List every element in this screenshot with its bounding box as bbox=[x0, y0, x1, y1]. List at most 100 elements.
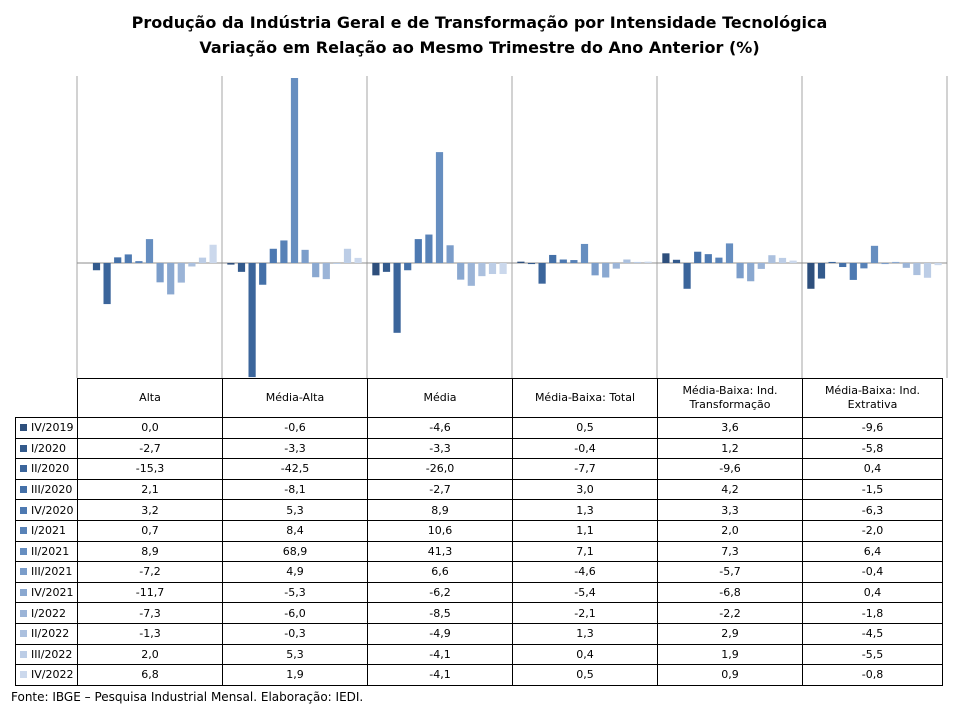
bar bbox=[559, 259, 567, 263]
table-cell: -4,5 bbox=[802, 622, 943, 645]
table-cell: 7,3 bbox=[657, 540, 803, 563]
table-cell: 0,4 bbox=[802, 458, 943, 480]
table-cell: 5,3 bbox=[222, 643, 368, 666]
bar bbox=[817, 263, 826, 279]
row-label-text: II/2021 bbox=[31, 544, 70, 558]
row-label: II/2021 bbox=[15, 540, 78, 563]
bar bbox=[198, 257, 207, 263]
table-cell: 5,3 bbox=[222, 499, 368, 521]
column-header: Média-Baixa: Ind. Extrativa bbox=[802, 378, 943, 418]
table-cell: -5,5 bbox=[802, 643, 943, 666]
bar bbox=[322, 263, 330, 280]
table-cell: -15,3 bbox=[77, 458, 223, 480]
table-cell: -2,0 bbox=[802, 519, 943, 542]
bar bbox=[372, 263, 380, 276]
table-cell: 4,2 bbox=[657, 478, 803, 501]
table-cell: -4,1 bbox=[367, 643, 513, 666]
table-row: IV/2019 0,0 -0,6 -4,6 0,5 3,6 -9,6 bbox=[15, 417, 943, 439]
bar bbox=[602, 263, 610, 278]
bar bbox=[156, 263, 164, 283]
table-cell: -1,5 bbox=[802, 478, 943, 501]
row-label: IV/2020 bbox=[15, 499, 78, 521]
bar bbox=[807, 263, 815, 289]
table-row: I/2020 -2,7 -3,3 -3,3 -0,4 1,2 -5,8 bbox=[15, 437, 943, 460]
legend-key-icon bbox=[20, 486, 27, 494]
row-label: I/2020 bbox=[15, 437, 78, 460]
table-cell: 2,9 bbox=[657, 622, 803, 645]
column-header: Média-Baixa: Ind. Transformação bbox=[657, 378, 803, 418]
bar bbox=[747, 263, 755, 282]
table-cell: -6,3 bbox=[802, 499, 943, 521]
table-cell: 0,0 bbox=[77, 417, 223, 439]
row-label-text: IV/2020 bbox=[31, 503, 74, 517]
bar bbox=[499, 263, 507, 275]
table-cell: 8,4 bbox=[222, 519, 368, 542]
bar bbox=[828, 261, 836, 263]
table-cell: 1,9 bbox=[222, 664, 368, 686]
table-cell: 6,4 bbox=[802, 540, 943, 563]
table-row: IV/2021 -11,7 -5,3 -6,2 -5,4 -6,8 0,4 bbox=[15, 581, 943, 604]
table-cell: -2,7 bbox=[367, 478, 513, 501]
table-cell: -0,6 bbox=[222, 417, 368, 439]
row-label: III/2021 bbox=[15, 561, 78, 583]
table-cell: -5,3 bbox=[222, 581, 368, 604]
table-cell: -2,1 bbox=[512, 602, 658, 624]
bar-chart bbox=[76, 76, 948, 378]
table-cell: 8,9 bbox=[367, 499, 513, 521]
row-label-text: IV/2022 bbox=[31, 668, 74, 682]
table-cell: -11,7 bbox=[77, 581, 223, 604]
table-cell: -7,7 bbox=[512, 458, 658, 480]
row-label: IV/2019 bbox=[15, 417, 78, 439]
table-cell: -2,7 bbox=[77, 437, 223, 460]
table-cell: 0,4 bbox=[512, 643, 658, 666]
table-row: I/2022 -7,3 -6,0 -8,5 -2,1 -2,2 -1,8 bbox=[15, 602, 943, 624]
bar bbox=[404, 263, 412, 271]
bar bbox=[768, 255, 776, 263]
table-cell: -2,2 bbox=[657, 602, 803, 624]
legend-key-icon bbox=[20, 465, 27, 473]
column-header: Média bbox=[367, 378, 513, 418]
bar bbox=[333, 263, 341, 264]
table-cell: -7,2 bbox=[77, 561, 223, 583]
table-cell: 3,2 bbox=[77, 499, 223, 521]
table-row: III/2021 -7,2 4,9 6,6 -4,6 -5,7 -0,4 bbox=[15, 561, 943, 583]
row-label-text: II/2020 bbox=[31, 462, 70, 476]
table-cell: 1,3 bbox=[512, 622, 658, 645]
bar bbox=[538, 263, 546, 284]
bar bbox=[280, 240, 288, 263]
bar bbox=[446, 245, 454, 263]
table-cell: 2,0 bbox=[77, 643, 223, 666]
bar bbox=[188, 263, 196, 267]
bar bbox=[612, 263, 620, 269]
bar bbox=[849, 263, 857, 280]
bar bbox=[177, 263, 185, 283]
bar bbox=[662, 253, 670, 263]
bar bbox=[580, 243, 589, 263]
bar bbox=[414, 239, 422, 263]
bar bbox=[913, 263, 921, 276]
row-label: II/2022 bbox=[15, 622, 78, 645]
table-row: II/2022 -1,3 -0,3 -4,9 1,3 2,9 -4,5 bbox=[15, 622, 943, 645]
bar bbox=[623, 259, 631, 263]
bar bbox=[488, 263, 497, 275]
bar bbox=[248, 263, 256, 378]
bar bbox=[435, 152, 444, 263]
table-cell: -6,0 bbox=[222, 602, 368, 624]
table-row: IV/2020 3,2 5,3 8,9 1,3 3,3 -6,3 bbox=[15, 499, 943, 521]
table-row: IV/2022 6,8 1,9 -4,1 0,5 0,9 -0,8 bbox=[15, 664, 943, 686]
bar bbox=[839, 263, 847, 268]
table-row: II/2020 -15,3 -42,5 -26,0 -7,7 -9,6 0,4 bbox=[15, 458, 943, 480]
row-label: III/2022 bbox=[15, 643, 78, 666]
table-cell: -7,3 bbox=[77, 602, 223, 624]
table-cell: 1,3 bbox=[512, 499, 658, 521]
bar bbox=[343, 248, 352, 263]
bar bbox=[672, 259, 681, 263]
bar bbox=[237, 263, 246, 272]
legend-key-icon bbox=[20, 568, 27, 576]
table-cell: 3,6 bbox=[657, 417, 803, 439]
column-header: Média-Alta bbox=[222, 378, 368, 418]
bar bbox=[145, 239, 154, 263]
table-cell: -4,6 bbox=[367, 417, 513, 439]
chart-title: Produção da Indústria Geral e de Transfo… bbox=[131, 13, 828, 32]
table-cell: 1,2 bbox=[657, 437, 803, 460]
